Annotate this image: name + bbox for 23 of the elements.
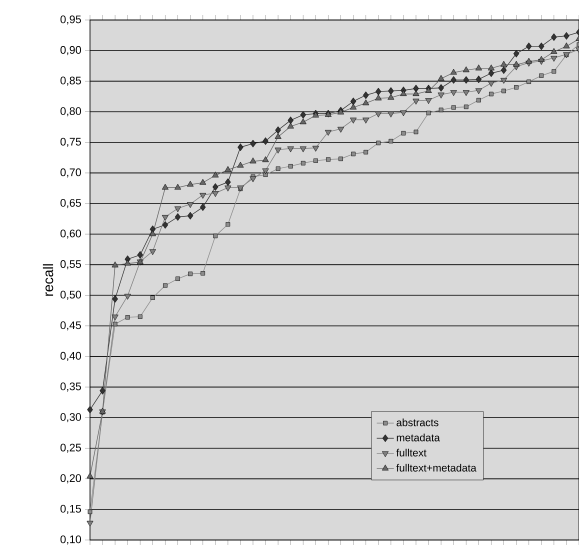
- legend-label: metadata: [396, 434, 440, 442]
- y-tick-label: 0,65: [60, 198, 81, 208]
- y-tick-label: 0,40: [60, 352, 82, 362]
- y-tick-label: 0,10: [60, 535, 82, 545]
- y-tick-label: 0,50: [60, 290, 82, 300]
- y-tick-label: 0,25: [60, 444, 81, 453]
- y-tick-label: 0,55: [60, 260, 81, 270]
- legend-label: fulltext+metadata: [396, 464, 476, 472]
- y-tick-label: 0,60: [60, 230, 82, 239]
- y-tick-label: 0,85: [60, 76, 81, 86]
- y-tick-label: 0,35: [60, 382, 81, 392]
- y-tick-label: 0,90: [60, 46, 82, 56]
- y-tick-label: 0,80: [60, 107, 82, 116]
- y-tick-label: 0,20: [60, 474, 82, 484]
- y-axis-title: recall: [42, 264, 54, 296]
- legend-label: fulltext: [396, 448, 426, 456]
- legend-label: abstracts: [396, 418, 438, 426]
- y-tick-label: 0,95: [60, 15, 81, 25]
- y-tick-label: 0,15: [60, 504, 81, 514]
- y-tick-label: 0,75: [60, 138, 81, 147]
- y-tick-label: 0,30: [60, 413, 82, 422]
- y-tick-label: 0,70: [60, 168, 82, 178]
- y-tick-label: 0,45: [60, 321, 81, 330]
